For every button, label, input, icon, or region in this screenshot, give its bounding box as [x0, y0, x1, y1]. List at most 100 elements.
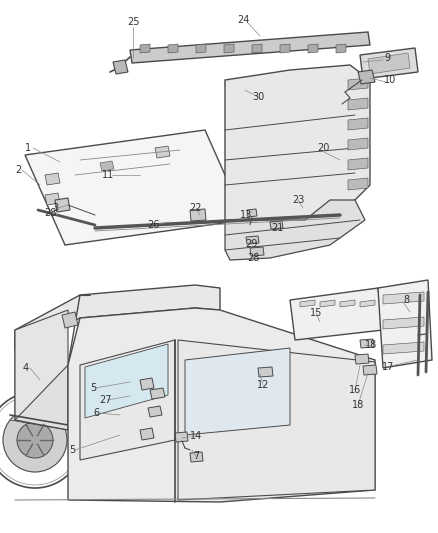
- Text: 8: 8: [403, 295, 409, 305]
- Text: 28: 28: [44, 208, 56, 218]
- Polygon shape: [360, 339, 374, 348]
- Circle shape: [17, 422, 53, 458]
- Polygon shape: [348, 98, 368, 110]
- Polygon shape: [140, 44, 150, 53]
- Circle shape: [263, 372, 269, 378]
- Text: 10: 10: [384, 75, 396, 85]
- Polygon shape: [383, 317, 424, 329]
- Polygon shape: [360, 300, 375, 307]
- Polygon shape: [224, 44, 234, 53]
- Polygon shape: [85, 344, 168, 418]
- Polygon shape: [280, 44, 290, 53]
- Circle shape: [325, 195, 335, 205]
- Text: 15: 15: [310, 308, 322, 318]
- Text: 5: 5: [90, 383, 96, 393]
- Polygon shape: [252, 44, 262, 53]
- Polygon shape: [348, 178, 368, 190]
- Circle shape: [294, 206, 306, 218]
- Polygon shape: [15, 285, 220, 350]
- Text: 30: 30: [252, 92, 264, 102]
- Polygon shape: [250, 247, 264, 256]
- Polygon shape: [258, 367, 273, 377]
- Circle shape: [303, 188, 317, 202]
- Text: 22: 22: [190, 203, 202, 213]
- Polygon shape: [140, 428, 154, 440]
- Text: 1: 1: [25, 143, 31, 153]
- Circle shape: [307, 192, 313, 198]
- Circle shape: [247, 219, 253, 225]
- Text: 29: 29: [245, 239, 257, 249]
- Polygon shape: [247, 209, 257, 217]
- Polygon shape: [355, 354, 369, 364]
- Polygon shape: [178, 340, 375, 500]
- Polygon shape: [348, 78, 368, 90]
- Polygon shape: [230, 96, 241, 104]
- Polygon shape: [270, 221, 283, 229]
- Text: 17: 17: [382, 362, 394, 372]
- Polygon shape: [62, 312, 78, 328]
- Polygon shape: [358, 70, 375, 84]
- Text: 21: 21: [271, 223, 283, 233]
- Text: 2: 2: [15, 165, 21, 175]
- Polygon shape: [336, 44, 346, 53]
- Polygon shape: [113, 60, 128, 74]
- Text: 28: 28: [247, 253, 259, 263]
- Circle shape: [193, 212, 201, 220]
- Text: 18: 18: [365, 340, 377, 350]
- Polygon shape: [300, 300, 315, 307]
- Circle shape: [155, 392, 161, 398]
- Polygon shape: [378, 280, 432, 368]
- Polygon shape: [148, 406, 162, 417]
- Polygon shape: [363, 365, 377, 375]
- Polygon shape: [150, 388, 165, 399]
- Text: 16: 16: [349, 385, 361, 395]
- Polygon shape: [175, 432, 188, 442]
- Text: 11: 11: [102, 170, 114, 180]
- Polygon shape: [185, 348, 290, 435]
- Circle shape: [142, 293, 148, 299]
- Polygon shape: [80, 340, 175, 460]
- Polygon shape: [383, 292, 424, 304]
- Polygon shape: [225, 80, 250, 107]
- Polygon shape: [25, 130, 245, 245]
- Polygon shape: [348, 158, 368, 170]
- Polygon shape: [15, 310, 68, 420]
- Text: 3: 3: [52, 203, 58, 213]
- Polygon shape: [55, 198, 70, 212]
- Polygon shape: [225, 65, 370, 235]
- Text: 27: 27: [100, 395, 112, 405]
- Text: 20: 20: [317, 143, 329, 153]
- Polygon shape: [383, 342, 424, 354]
- Polygon shape: [348, 118, 368, 130]
- Polygon shape: [360, 48, 418, 79]
- Circle shape: [3, 408, 67, 472]
- Text: 9: 9: [384, 53, 390, 63]
- Circle shape: [367, 368, 373, 374]
- Text: 23: 23: [292, 195, 304, 205]
- Text: 4: 4: [23, 363, 29, 373]
- Polygon shape: [100, 161, 114, 171]
- Text: 14: 14: [190, 431, 202, 441]
- Polygon shape: [130, 32, 370, 63]
- Text: 6: 6: [93, 408, 99, 418]
- Polygon shape: [290, 288, 383, 340]
- Polygon shape: [348, 138, 368, 150]
- Polygon shape: [140, 378, 154, 390]
- Polygon shape: [246, 236, 259, 244]
- Polygon shape: [190, 452, 203, 462]
- Circle shape: [194, 455, 200, 461]
- Polygon shape: [190, 209, 206, 221]
- Polygon shape: [168, 44, 178, 53]
- Polygon shape: [196, 44, 206, 53]
- Circle shape: [297, 209, 303, 214]
- Polygon shape: [68, 308, 375, 502]
- Text: 7: 7: [193, 451, 199, 461]
- Polygon shape: [308, 44, 318, 53]
- Text: 26: 26: [147, 220, 159, 230]
- Polygon shape: [230, 86, 241, 95]
- Polygon shape: [320, 300, 335, 307]
- Text: 25: 25: [127, 17, 139, 27]
- Polygon shape: [45, 193, 60, 205]
- Text: 12: 12: [257, 380, 269, 390]
- Polygon shape: [225, 200, 365, 260]
